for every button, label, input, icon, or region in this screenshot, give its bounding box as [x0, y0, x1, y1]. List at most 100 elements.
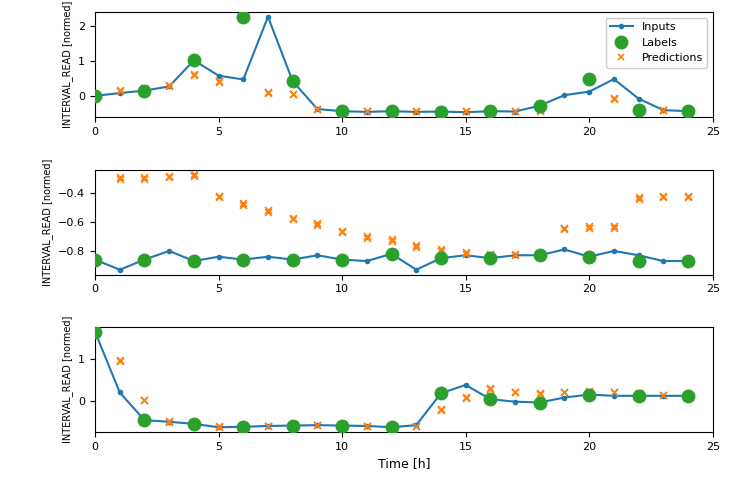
Point	[213, 77, 224, 85]
Point	[558, 388, 570, 396]
Point	[410, 108, 422, 115]
Point	[139, 173, 151, 181]
Point	[386, 108, 398, 115]
Point	[410, 422, 422, 430]
Point	[386, 422, 398, 430]
Point	[534, 252, 545, 259]
Point	[633, 257, 645, 265]
Point	[386, 236, 398, 243]
Point	[460, 107, 471, 115]
Point	[386, 107, 398, 115]
Point	[410, 107, 422, 115]
Point	[534, 390, 545, 397]
Point	[287, 214, 298, 221]
Point	[410, 241, 422, 249]
Point	[361, 234, 373, 242]
Point	[287, 256, 298, 264]
Point	[213, 423, 224, 431]
Point	[262, 89, 274, 97]
Point	[583, 224, 595, 232]
Point	[534, 250, 545, 258]
Point	[534, 102, 545, 109]
Point	[238, 201, 249, 208]
Point	[682, 107, 694, 115]
Point	[114, 86, 126, 94]
Point	[583, 387, 595, 395]
Point	[139, 85, 151, 93]
Point	[558, 224, 570, 232]
Point	[435, 254, 447, 262]
Point	[311, 421, 323, 429]
Point	[139, 256, 151, 264]
Point	[188, 421, 200, 429]
Point	[238, 256, 249, 264]
Point	[460, 393, 471, 400]
Point	[485, 107, 496, 115]
Point	[657, 107, 669, 114]
Point	[139, 175, 151, 182]
Point	[287, 215, 298, 223]
Point	[163, 173, 175, 181]
Point	[287, 422, 298, 430]
Point	[287, 91, 298, 98]
Point	[410, 422, 422, 430]
Point	[608, 95, 620, 103]
Point	[682, 192, 694, 200]
Point	[188, 57, 200, 64]
Point	[485, 252, 496, 259]
Point	[188, 71, 200, 78]
Point	[139, 87, 151, 95]
Point	[287, 90, 298, 97]
Point	[139, 396, 151, 404]
Point	[336, 227, 348, 235]
Point	[633, 389, 645, 397]
Point	[262, 206, 274, 214]
Point	[238, 199, 249, 207]
Point	[583, 77, 595, 84]
Point	[311, 105, 323, 113]
Point	[336, 107, 348, 114]
Point	[485, 108, 496, 115]
Point	[435, 246, 447, 253]
Point	[435, 107, 447, 115]
Point	[633, 106, 645, 114]
Point	[583, 253, 595, 261]
Point	[386, 108, 398, 115]
Point	[485, 385, 496, 393]
Point	[435, 247, 447, 255]
Point	[238, 423, 249, 431]
Point	[89, 328, 101, 336]
Point	[361, 422, 373, 430]
Point	[386, 423, 398, 431]
Point	[386, 250, 398, 258]
Point	[657, 192, 669, 200]
Point	[510, 389, 521, 396]
Point	[633, 193, 645, 201]
Point	[361, 107, 373, 115]
Y-axis label: INTERVAL_READ [normed]: INTERVAL_READ [normed]	[61, 1, 72, 128]
Point	[114, 357, 126, 364]
Point	[435, 406, 447, 414]
Point	[510, 108, 521, 115]
Y-axis label: INTERVAL_READ [normed]: INTERVAL_READ [normed]	[42, 158, 53, 286]
Point	[163, 83, 175, 90]
Point	[410, 243, 422, 251]
Point	[534, 399, 545, 407]
Point	[188, 257, 200, 265]
Point	[287, 422, 298, 430]
Point	[460, 108, 471, 115]
Point	[238, 423, 249, 431]
Point	[262, 208, 274, 216]
Point	[188, 71, 200, 79]
Point	[460, 249, 471, 256]
Point	[287, 421, 298, 429]
Point	[163, 82, 175, 89]
Point	[657, 106, 669, 114]
Point	[163, 418, 175, 425]
Point	[608, 389, 620, 396]
Point	[89, 92, 101, 100]
Point	[386, 423, 398, 431]
Point	[287, 77, 298, 85]
Point	[188, 170, 200, 178]
Point	[163, 172, 175, 180]
